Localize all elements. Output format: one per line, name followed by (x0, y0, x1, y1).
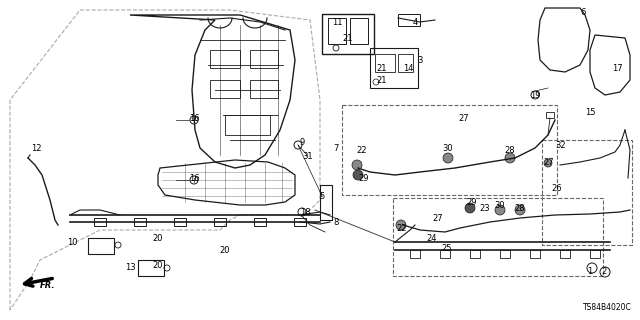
Text: 31: 31 (303, 151, 314, 161)
Text: 26: 26 (552, 183, 563, 193)
Text: 10: 10 (67, 237, 77, 246)
Text: 5: 5 (319, 191, 324, 201)
Bar (250, 50, 278, 68)
Circle shape (505, 153, 515, 163)
Text: 12: 12 (31, 143, 41, 153)
Text: 15: 15 (585, 108, 595, 116)
Text: 20: 20 (153, 234, 163, 243)
Bar (398, 54, 413, 72)
Text: TS84B4020C: TS84B4020C (583, 303, 632, 312)
Bar (94, 218, 106, 226)
Text: FR.: FR. (40, 281, 56, 290)
Text: 29: 29 (467, 197, 477, 206)
Circle shape (515, 205, 525, 215)
Bar (546, 112, 554, 118)
Text: 22: 22 (356, 146, 367, 155)
Text: 30: 30 (495, 201, 506, 210)
Text: 21: 21 (343, 34, 353, 43)
Circle shape (352, 160, 362, 170)
Bar (500, 250, 510, 258)
Circle shape (396, 220, 406, 230)
Bar (370, 48, 418, 88)
Text: 1: 1 (588, 268, 593, 276)
Bar (398, 14, 420, 26)
Text: 17: 17 (612, 63, 622, 73)
Text: 16: 16 (189, 173, 199, 182)
Text: 27: 27 (544, 157, 554, 166)
Text: 16: 16 (189, 114, 199, 123)
Bar (320, 185, 332, 220)
Text: 28: 28 (505, 146, 515, 155)
Bar (530, 250, 540, 258)
Bar (174, 218, 186, 226)
Bar (470, 250, 480, 258)
Bar (560, 250, 570, 258)
Bar (440, 250, 450, 258)
Bar (294, 218, 306, 226)
Text: 29: 29 (359, 173, 369, 182)
Text: 11: 11 (332, 18, 342, 27)
Text: 4: 4 (412, 18, 418, 27)
Bar (225, 115, 270, 135)
Text: 21: 21 (377, 63, 387, 73)
Text: 27: 27 (459, 114, 469, 123)
Bar (138, 260, 164, 276)
Bar (214, 218, 226, 226)
Text: 28: 28 (515, 204, 525, 212)
Bar (350, 18, 368, 44)
Text: 19: 19 (530, 91, 540, 100)
Text: 21: 21 (377, 76, 387, 84)
Bar (410, 250, 420, 258)
Text: 9: 9 (300, 138, 305, 147)
Text: 3: 3 (417, 55, 422, 65)
Bar (210, 50, 240, 68)
Text: 8: 8 (333, 218, 339, 227)
Text: 6: 6 (580, 7, 586, 17)
Text: 20: 20 (220, 245, 230, 254)
Text: 14: 14 (403, 63, 413, 73)
Text: 27: 27 (433, 213, 444, 222)
Circle shape (465, 203, 475, 213)
Bar (250, 80, 278, 98)
Text: 24: 24 (427, 234, 437, 243)
Text: 25: 25 (442, 244, 452, 252)
Bar (328, 18, 346, 44)
Text: 30: 30 (443, 143, 453, 153)
Bar (134, 218, 146, 226)
Bar (542, 140, 632, 245)
Text: 2: 2 (602, 268, 607, 276)
Circle shape (443, 153, 453, 163)
Bar (590, 250, 600, 258)
Text: 13: 13 (125, 263, 135, 273)
Bar (254, 218, 266, 226)
Bar (88, 238, 114, 254)
Bar (322, 14, 374, 54)
Text: 20: 20 (153, 260, 163, 269)
Bar (342, 105, 557, 195)
Text: 23: 23 (480, 204, 490, 212)
Circle shape (544, 159, 552, 167)
Text: 22: 22 (397, 223, 407, 233)
Bar (375, 54, 395, 72)
Text: 32: 32 (556, 140, 566, 149)
Bar (210, 80, 240, 98)
Circle shape (495, 205, 505, 215)
Text: 7: 7 (333, 143, 339, 153)
Bar (393, 198, 603, 276)
Text: 18: 18 (300, 207, 310, 217)
Circle shape (353, 170, 363, 180)
